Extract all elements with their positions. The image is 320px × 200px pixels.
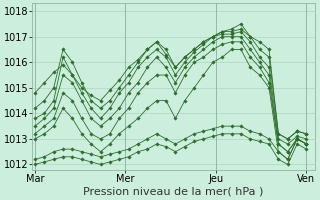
X-axis label: Pression niveau de la mer( hPa ): Pression niveau de la mer( hPa ) — [83, 187, 264, 197]
